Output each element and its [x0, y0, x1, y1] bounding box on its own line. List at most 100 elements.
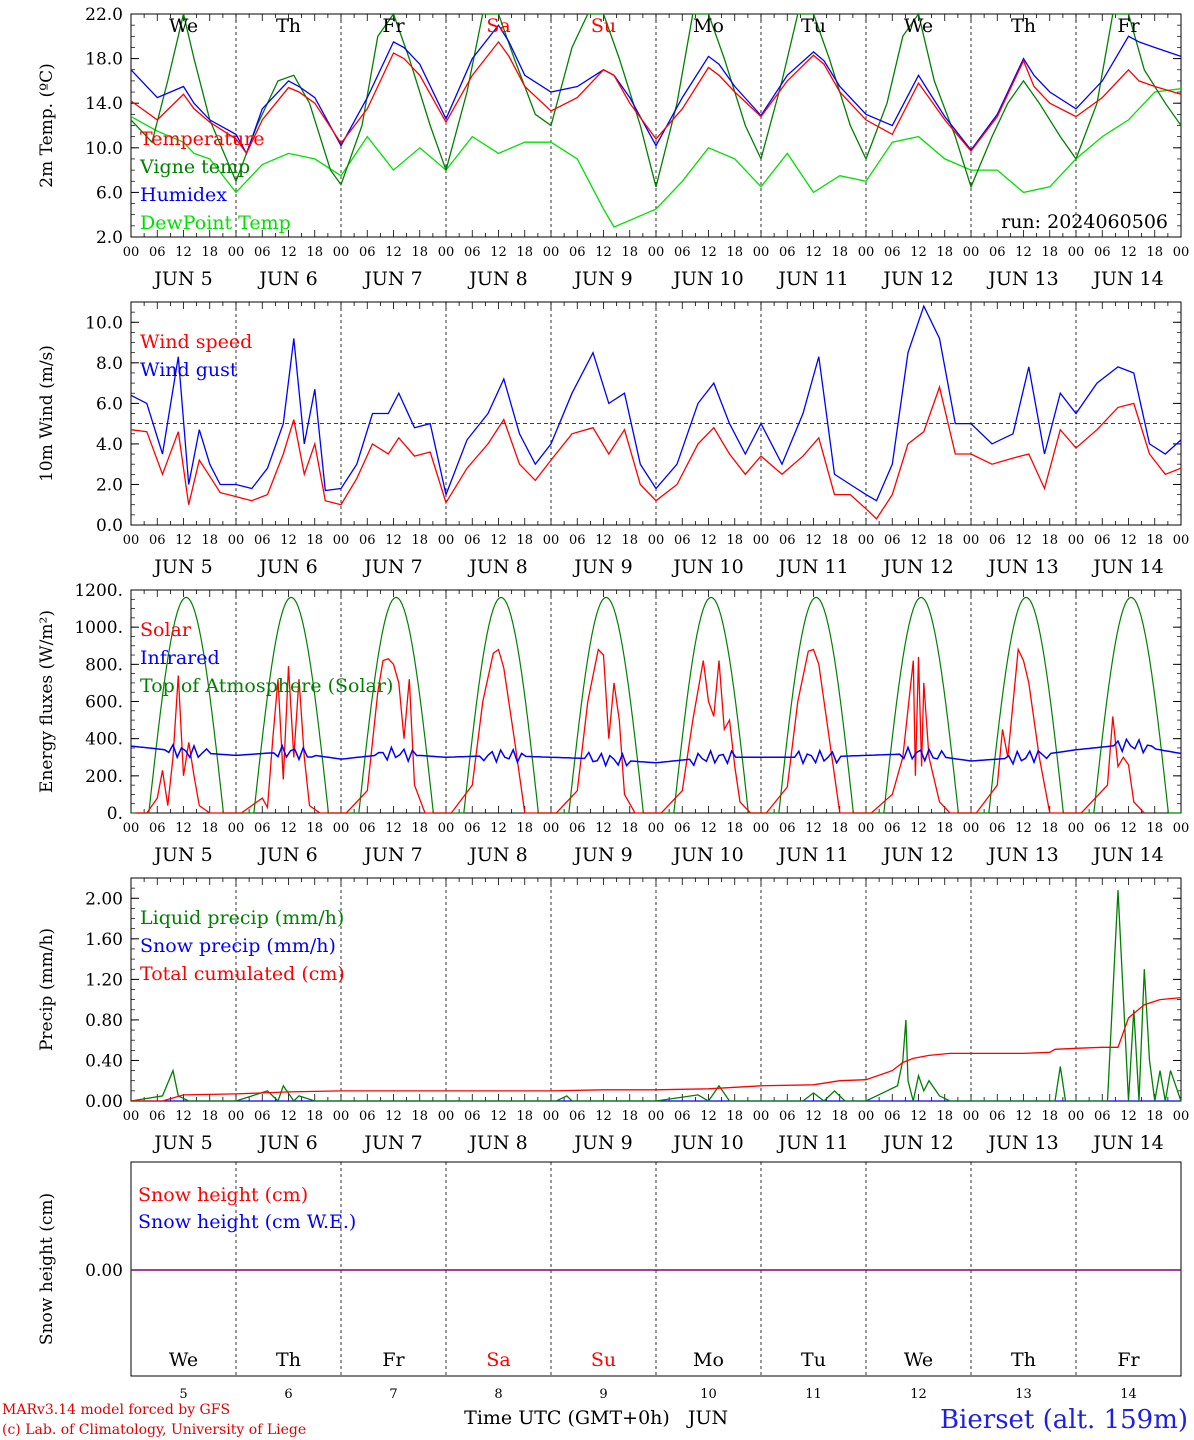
- date-label: JUN 11: [776, 556, 848, 578]
- y-tick-label: 0.00: [85, 1261, 123, 1281]
- hour-label: 06: [884, 245, 901, 260]
- hour-label: 00: [1068, 821, 1085, 836]
- series-vigne-temp: [130, 12, 1182, 189]
- hour-label: 00: [1173, 245, 1190, 260]
- hour-label: 18: [936, 533, 953, 548]
- weekday-label: Sa: [486, 15, 510, 37]
- weekday-label: Sa: [486, 1349, 510, 1371]
- hour-label: 18: [936, 245, 953, 260]
- hour-label: 12: [700, 245, 717, 260]
- weekday-label: Th: [276, 1349, 301, 1371]
- panel-snow: Snow height (cm) 0.00 Snow height (cm) Snow…: [37, 1161, 1182, 1402]
- hour-label: 00: [123, 533, 140, 548]
- hour-label: 06: [464, 821, 481, 836]
- weekday-label: Su: [591, 1349, 616, 1371]
- hour-label: 00: [858, 533, 875, 548]
- hour-label: 18: [621, 1109, 638, 1124]
- hour-label: 00: [228, 1109, 245, 1124]
- day-number: 5: [179, 1387, 187, 1402]
- hour-label: 18: [306, 821, 323, 836]
- series-temperature: [130, 40, 1182, 155]
- y-tick-label: 1.60: [85, 930, 123, 950]
- hour-label: 06: [989, 1109, 1006, 1124]
- date-label: JUN 8: [467, 556, 527, 578]
- hour-label: 06: [149, 1109, 166, 1124]
- hour-label: 00: [963, 821, 980, 836]
- series-infrared: [130, 737, 1182, 768]
- x-axis-title: Time UTC (GMT+0h): [464, 1407, 670, 1429]
- legend-entry: Vigne temp: [139, 156, 250, 178]
- hour-label: 06: [359, 245, 376, 260]
- model-credit: MARv3.14 model forced by GFS: [2, 1402, 230, 1418]
- hour-label: 00: [858, 821, 875, 836]
- y-tick-label: 2.00: [85, 889, 123, 909]
- hour-label: 18: [201, 1109, 218, 1124]
- hour-label: 06: [674, 245, 691, 260]
- hour-label: 06: [254, 533, 271, 548]
- hour-label: 06: [779, 245, 796, 260]
- y-tick-label: 0.40: [85, 1051, 123, 1071]
- series-dewpoint-temp: [130, 88, 1182, 228]
- legend-entry: Solar: [140, 619, 192, 641]
- y-tick-label: 0.00: [85, 1092, 123, 1112]
- hour-label: 12: [280, 245, 297, 260]
- hour-label: 06: [989, 533, 1006, 548]
- date-label: JUN 12: [881, 844, 953, 866]
- weekday-label: Mo: [693, 15, 724, 37]
- date-label: JUN 7: [362, 844, 422, 866]
- weekday-label: Fr: [382, 1349, 405, 1371]
- hour-label: 00: [753, 1109, 770, 1124]
- hour-label: 12: [910, 821, 927, 836]
- hour-label: 18: [726, 1109, 743, 1124]
- hour-label: 18: [516, 533, 533, 548]
- day-number: 12: [910, 1387, 927, 1402]
- hour-label: 00: [543, 245, 560, 260]
- hour-label: 18: [306, 533, 323, 548]
- y-axis-label: Energy fluxes (W/m²): [37, 610, 57, 793]
- y-tick-label: 1000.: [74, 618, 123, 638]
- hour-label: 12: [1120, 821, 1137, 836]
- hour-label: 00: [963, 245, 980, 260]
- hour-label: 06: [149, 821, 166, 836]
- y-tick-label: 600.: [85, 693, 123, 713]
- hour-label: 00: [333, 1109, 350, 1124]
- date-label: JUN 6: [257, 268, 317, 290]
- date-label: JUN 9: [572, 556, 632, 578]
- hour-label: 12: [595, 1109, 612, 1124]
- hour-label: 12: [175, 245, 192, 260]
- hour-label: 18: [1146, 1109, 1163, 1124]
- hour-label: 12: [490, 533, 507, 548]
- hour-label: 12: [490, 245, 507, 260]
- legend-entry: Wind speed: [140, 331, 252, 353]
- date-label: JUN 11: [776, 268, 848, 290]
- y-tick-label: 4.0: [96, 435, 123, 455]
- hour-label: 12: [805, 1109, 822, 1124]
- y-axis-label: Snow height (cm): [37, 1193, 57, 1345]
- weekday-label: Th: [1011, 15, 1036, 37]
- y-axis-label: 10m Wind (m/s): [37, 345, 57, 482]
- hour-label: 12: [385, 533, 402, 548]
- panel-temperature: 00 06 12 18 JUN 5 00 06 12 18 JUN 6 00 06 12 18 JUN 7 0…: [37, 5, 1189, 290]
- day-number: 9: [599, 1387, 607, 1402]
- date-label: JUN 7: [362, 556, 422, 578]
- date-label: JUN 7: [362, 1132, 422, 1154]
- y-tick-label: 400.: [85, 730, 123, 750]
- hour-label: 12: [280, 533, 297, 548]
- hour-label: 18: [516, 1109, 533, 1124]
- hour-label: 12: [1120, 533, 1137, 548]
- hour-label: 18: [936, 821, 953, 836]
- hour-label: 06: [464, 1109, 481, 1124]
- hour-label: 12: [385, 821, 402, 836]
- y-tick-label: 0.: [107, 804, 123, 824]
- day-number: 11: [805, 1387, 822, 1402]
- hour-label: 06: [674, 821, 691, 836]
- legend-entry: Snow height (cm): [138, 1184, 308, 1206]
- hour-label: 06: [149, 245, 166, 260]
- hour-label: 06: [359, 1109, 376, 1124]
- date-label: JUN 14: [1091, 1132, 1163, 1154]
- hour-label: 06: [884, 821, 901, 836]
- hour-label: 06: [569, 821, 586, 836]
- hour-label: 06: [674, 533, 691, 548]
- hour-label: 18: [516, 245, 533, 260]
